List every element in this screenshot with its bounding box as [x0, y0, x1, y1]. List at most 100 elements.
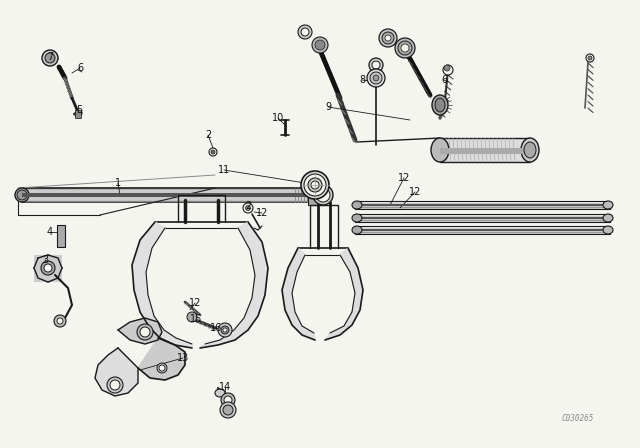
Ellipse shape	[308, 178, 322, 192]
Circle shape	[379, 29, 397, 47]
Circle shape	[372, 61, 380, 69]
Polygon shape	[282, 248, 315, 340]
Bar	[22, 193, 312, 197]
Text: 2: 2	[205, 130, 211, 140]
Bar	[34, 255, 62, 282]
Circle shape	[223, 328, 227, 332]
Ellipse shape	[215, 389, 225, 397]
Ellipse shape	[352, 214, 362, 222]
Circle shape	[373, 75, 379, 81]
Circle shape	[42, 50, 58, 66]
Text: 14: 14	[219, 382, 231, 392]
Bar	[355, 201, 610, 209]
Text: 2: 2	[245, 201, 251, 211]
Circle shape	[312, 37, 328, 53]
Ellipse shape	[435, 98, 445, 112]
Circle shape	[209, 148, 217, 156]
Circle shape	[41, 261, 55, 275]
Text: 10: 10	[272, 113, 284, 123]
Text: 7: 7	[47, 52, 53, 62]
Circle shape	[107, 377, 123, 393]
Circle shape	[220, 402, 236, 418]
Circle shape	[187, 312, 197, 322]
Ellipse shape	[524, 142, 536, 158]
Text: 1: 1	[115, 178, 121, 188]
Ellipse shape	[304, 174, 326, 196]
Bar	[22, 188, 312, 202]
Bar	[355, 226, 610, 234]
Bar	[355, 229, 610, 231]
Circle shape	[157, 363, 167, 373]
Circle shape	[298, 25, 312, 39]
Ellipse shape	[17, 190, 27, 200]
Ellipse shape	[432, 95, 448, 115]
Text: 15: 15	[190, 314, 202, 324]
Circle shape	[370, 72, 382, 84]
Ellipse shape	[521, 138, 539, 162]
Bar	[308, 185, 323, 205]
Circle shape	[382, 32, 394, 44]
Polygon shape	[132, 222, 192, 348]
Circle shape	[44, 264, 52, 272]
Text: 16: 16	[210, 323, 222, 333]
Circle shape	[224, 396, 232, 404]
Circle shape	[221, 326, 229, 334]
Circle shape	[301, 28, 309, 36]
Circle shape	[398, 41, 412, 55]
Text: 12: 12	[189, 298, 201, 308]
Text: 5: 5	[76, 105, 82, 115]
Ellipse shape	[352, 201, 362, 209]
Circle shape	[57, 318, 63, 324]
Ellipse shape	[603, 201, 613, 209]
Circle shape	[246, 206, 250, 211]
Circle shape	[588, 56, 592, 60]
Circle shape	[223, 405, 233, 415]
Bar	[355, 214, 610, 222]
Circle shape	[401, 44, 409, 52]
Text: C030265: C030265	[562, 414, 594, 422]
Polygon shape	[200, 222, 268, 348]
Text: 12: 12	[398, 173, 410, 183]
Circle shape	[586, 54, 594, 62]
Ellipse shape	[301, 171, 329, 199]
Bar	[355, 217, 610, 219]
Ellipse shape	[603, 226, 613, 234]
Circle shape	[140, 327, 150, 337]
Ellipse shape	[313, 185, 333, 205]
Circle shape	[218, 323, 232, 337]
Circle shape	[369, 58, 383, 72]
Polygon shape	[118, 318, 162, 344]
Circle shape	[444, 65, 450, 71]
Polygon shape	[138, 338, 185, 380]
Circle shape	[395, 38, 415, 58]
Circle shape	[45, 53, 55, 63]
Circle shape	[221, 393, 235, 407]
Text: 4: 4	[47, 227, 53, 237]
Text: 9: 9	[325, 102, 331, 112]
Text: 12: 12	[409, 187, 421, 197]
Text: 12: 12	[256, 208, 268, 218]
Circle shape	[137, 324, 153, 340]
Ellipse shape	[311, 181, 319, 189]
Ellipse shape	[316, 188, 330, 202]
Text: 13: 13	[177, 353, 189, 363]
Text: 3: 3	[42, 255, 48, 265]
Polygon shape	[95, 348, 138, 396]
Ellipse shape	[15, 188, 29, 202]
Circle shape	[367, 69, 385, 87]
Text: 11: 11	[218, 165, 230, 175]
Ellipse shape	[431, 138, 449, 162]
Circle shape	[315, 40, 325, 50]
Bar	[75, 110, 81, 118]
Text: 6: 6	[77, 63, 83, 73]
Bar	[440, 148, 530, 154]
Bar	[355, 204, 610, 206]
Circle shape	[443, 65, 453, 75]
Circle shape	[243, 203, 253, 213]
Circle shape	[159, 365, 165, 371]
Bar	[440, 138, 530, 162]
Circle shape	[110, 380, 120, 390]
Ellipse shape	[603, 214, 613, 222]
Ellipse shape	[352, 226, 362, 234]
Text: 6: 6	[441, 75, 447, 85]
